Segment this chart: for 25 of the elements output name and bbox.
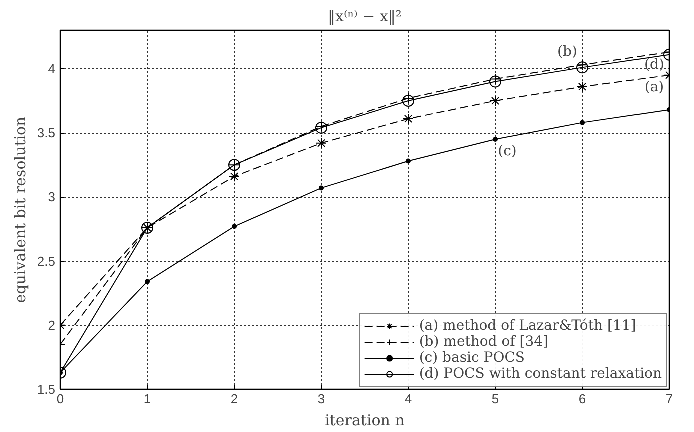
x-tick-label: 6	[578, 392, 586, 406]
annotation: (a)	[644, 79, 664, 96]
y-tick-label: 3.5	[37, 126, 56, 141]
y-tick-label: 3	[48, 190, 56, 205]
x-tick-label: 1	[144, 392, 152, 406]
y-tick-label: 2.5	[37, 254, 56, 269]
legend-label: (d) POCS with constant relaxation	[419, 366, 662, 382]
chart-title: ‖x⁽ⁿ⁾ − x‖²	[328, 8, 402, 26]
x-tick-label: 3	[318, 392, 326, 406]
x-tick-label: 4	[404, 392, 412, 406]
x-tick-label: 2	[230, 392, 238, 406]
x-tick-label: 0	[56, 392, 64, 406]
annotation: (d)	[644, 56, 664, 73]
y-tick-label: 1.5	[37, 382, 56, 397]
y-tick-label: 4	[48, 61, 56, 76]
x-tick-label: 7	[666, 392, 674, 406]
legend-label: (b) method of [34]	[419, 334, 549, 350]
y-axis-title: equivalent bit resolution	[11, 116, 30, 304]
annotation: (b)	[558, 44, 578, 60]
x-tick-label: 5	[492, 392, 500, 406]
legend-label: (a) method of Lazar&Tóth [11]	[419, 318, 636, 334]
x-axis-title: iteration n	[325, 412, 406, 430]
annotation: (c)	[498, 143, 517, 160]
legend-label: (c) basic POCS	[419, 350, 526, 366]
y-tick-label: 2	[48, 318, 56, 333]
